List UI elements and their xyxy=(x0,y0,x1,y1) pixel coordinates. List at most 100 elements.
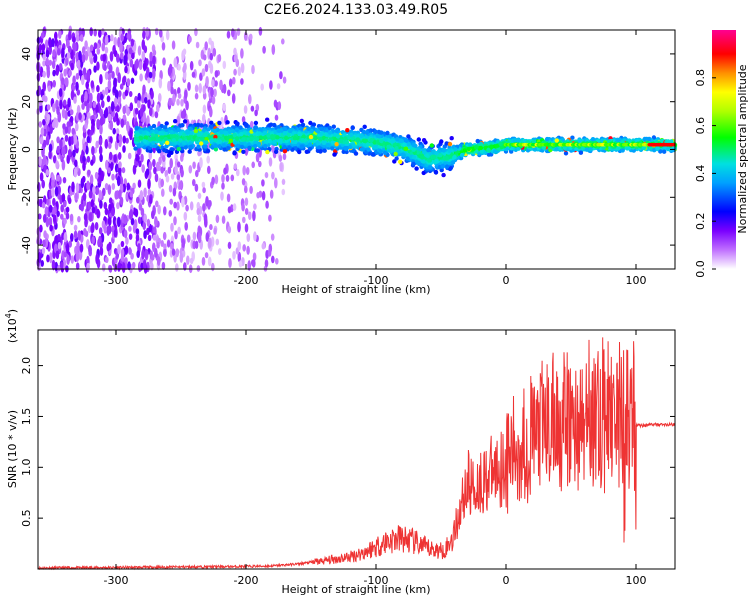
spectrogram-cell xyxy=(211,262,215,272)
spectrogram-cell xyxy=(398,159,403,164)
spectrogram-cell xyxy=(85,81,89,90)
spectrogram-cell xyxy=(117,262,121,272)
spectrogram-cell xyxy=(241,203,245,212)
spectrogram-cell xyxy=(110,207,115,216)
spectrogram-cell xyxy=(139,73,143,82)
spectrogram-cell xyxy=(82,161,86,172)
spectrogram-cell xyxy=(42,53,46,61)
spectrogram-cell xyxy=(131,52,135,60)
spectrogram-cell xyxy=(41,202,46,209)
spectrogram-cell xyxy=(60,204,64,213)
spectrogram-cell xyxy=(117,152,122,160)
spectrogram-cell xyxy=(129,102,134,112)
spectrogram-cell xyxy=(136,250,140,259)
spectrogram-cell xyxy=(222,103,227,111)
spectrogram-cell xyxy=(60,213,64,220)
spectrogram-cell xyxy=(447,166,453,172)
spectrogram-cell xyxy=(93,42,98,50)
spectrogram-cell xyxy=(227,89,231,97)
spectrogram-cell xyxy=(136,196,140,204)
spectrogram-cell xyxy=(43,128,47,137)
spectrogram-cell xyxy=(118,161,122,169)
spectrogram-cell xyxy=(143,213,147,223)
spectrogram-cell xyxy=(243,31,248,42)
spectrogram-cell xyxy=(107,216,112,226)
spectrogram-cell xyxy=(209,107,213,118)
spectrogram-cell xyxy=(46,113,51,122)
spectrogram-cell xyxy=(73,224,78,231)
spectrogram-cell xyxy=(158,92,162,103)
spectrogram-cell xyxy=(251,64,255,75)
spectrogram-cell xyxy=(99,108,104,118)
spectrogram-cell xyxy=(116,53,120,63)
spectrogram-cell xyxy=(137,179,142,188)
spectrogram-cell xyxy=(233,68,237,76)
spectrogram-cell xyxy=(177,63,181,71)
spectrogram-cell xyxy=(137,100,141,109)
spectrogram-cell xyxy=(236,27,241,37)
spectrogram-cell xyxy=(103,224,107,234)
spectrogram-cell xyxy=(244,223,249,233)
spectrogram-cell xyxy=(100,170,104,182)
spectrogram-cell xyxy=(135,234,140,242)
spectrogram-cell xyxy=(168,97,172,107)
spectrogram-cell xyxy=(143,45,148,54)
spectrogram-cell xyxy=(238,260,243,268)
spectrogram-cell xyxy=(180,168,184,178)
spectrogram-cell xyxy=(217,53,222,63)
spectrogram-cell xyxy=(88,244,92,255)
spectrogram-cell xyxy=(78,27,83,35)
spectrogram-cell xyxy=(58,29,62,39)
spectrogram-cell xyxy=(121,262,126,274)
spectrogram-cell xyxy=(167,80,171,92)
spectrogram-cell xyxy=(177,92,182,99)
spectrogram-cell xyxy=(95,104,99,114)
spectrogram-cell xyxy=(195,41,200,49)
spectrogram-cell xyxy=(69,115,74,123)
spectrogram-cell xyxy=(180,110,185,119)
spectrogram-cell xyxy=(106,225,110,236)
spectrogram-cell xyxy=(61,108,66,119)
spectrogram-cell xyxy=(144,248,149,260)
spectrogram-cell xyxy=(45,169,50,177)
spectrogram-cell xyxy=(197,192,202,199)
spectrogram-cell xyxy=(152,55,156,66)
spectrogram-cell xyxy=(143,187,147,198)
spectrogram-cell xyxy=(67,97,71,108)
spectrogram-cell xyxy=(180,98,184,107)
spectrogram-cell xyxy=(204,216,208,228)
spectrogram-cell xyxy=(82,192,87,202)
spectrogram-cell xyxy=(243,105,248,114)
spectrogram-cell xyxy=(54,235,58,244)
spectrogram-cell xyxy=(75,262,80,270)
spectrogram-cell xyxy=(117,244,121,255)
spectrogram-cell xyxy=(231,28,235,38)
spectrogram-cell xyxy=(248,211,252,221)
spectrogram-cell xyxy=(99,124,103,135)
spectrogram-cell xyxy=(139,190,144,201)
spectrogram-cell xyxy=(129,190,134,198)
spectrogram-cell xyxy=(246,233,251,242)
spectrogram-cell xyxy=(221,143,227,148)
spectrogram-cell xyxy=(81,114,85,121)
spectrogram-cell xyxy=(202,113,206,124)
spectrogram-cell xyxy=(144,97,148,104)
spectrogram-cell xyxy=(73,133,78,145)
spectrogram-cell xyxy=(70,255,75,264)
spectrogram-cell xyxy=(197,150,201,157)
spectrogram-cell xyxy=(101,263,106,272)
spectrogram-cells xyxy=(36,25,678,274)
spectrogram-cell xyxy=(232,76,236,85)
spectrogram-cell xyxy=(232,250,236,260)
spectrogram-cell xyxy=(170,243,174,250)
spectrogram-cell xyxy=(155,161,160,172)
spectrogram-cell xyxy=(73,96,77,104)
spectrogram-cell xyxy=(231,93,236,104)
spectrogram-cell xyxy=(228,258,232,269)
spectrogram-cell xyxy=(117,216,121,228)
spectrogram-cell xyxy=(208,199,212,208)
spectrogram-cell xyxy=(140,262,144,270)
figure-title: C2E6.2024.133.03.49.R05 xyxy=(264,2,448,18)
spectrogram-cell xyxy=(199,123,204,128)
